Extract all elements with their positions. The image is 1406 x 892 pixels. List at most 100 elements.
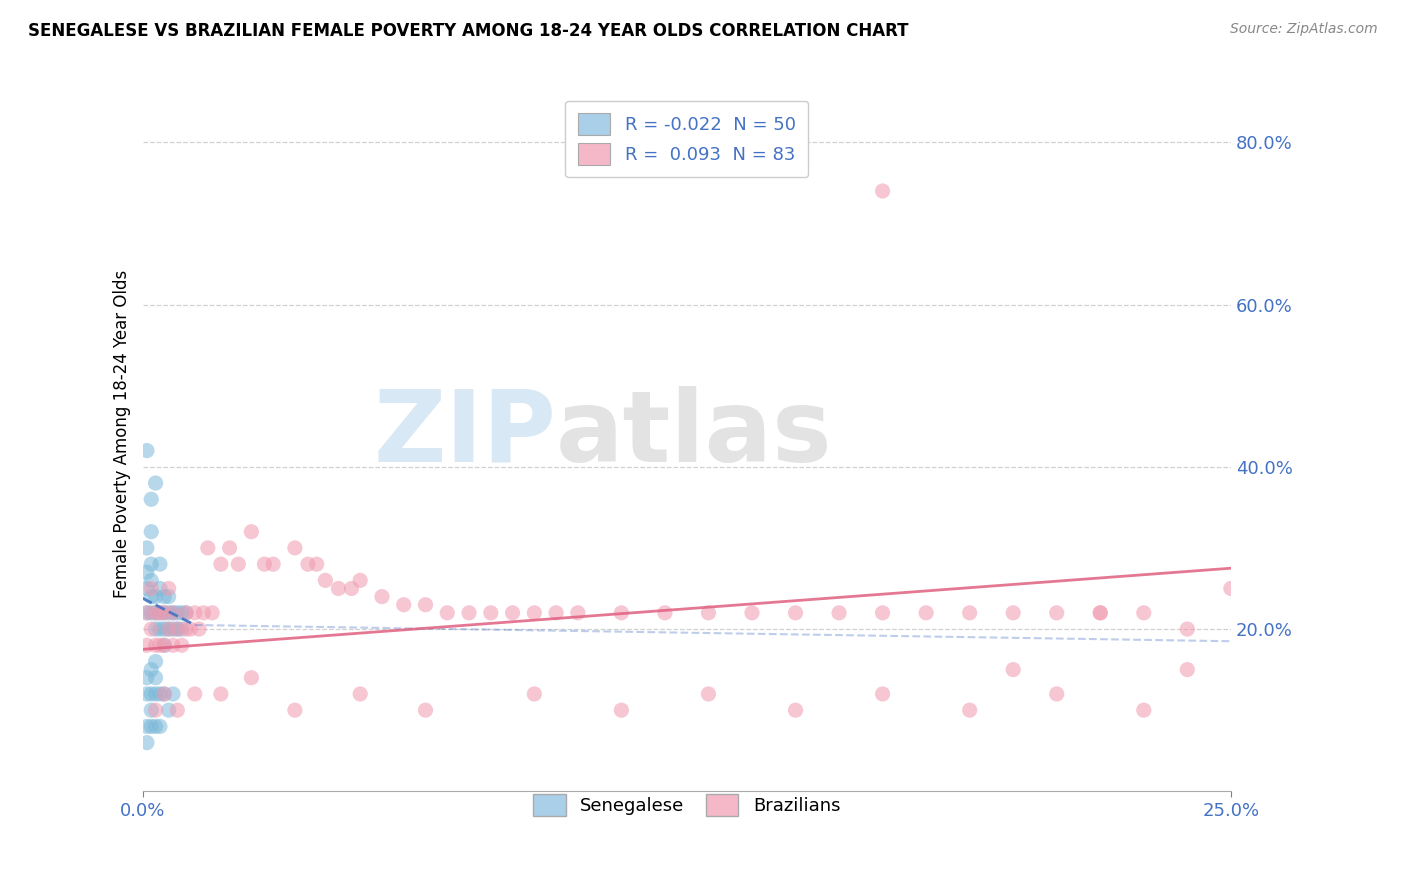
- Point: [149, 557, 172, 571]
- Point: [153, 638, 176, 652]
- Point: [546, 606, 568, 620]
- Point: [284, 703, 307, 717]
- Point: [149, 582, 172, 596]
- Point: [153, 606, 176, 620]
- Point: [415, 703, 437, 717]
- Point: [135, 638, 157, 652]
- Point: [149, 606, 172, 620]
- Point: [197, 541, 219, 555]
- Point: [157, 606, 180, 620]
- Point: [872, 687, 894, 701]
- Point: [157, 703, 180, 717]
- Point: [328, 582, 350, 596]
- Point: [297, 557, 319, 571]
- Point: [872, 184, 894, 198]
- Point: [697, 687, 720, 701]
- Point: [135, 606, 157, 620]
- Point: [149, 687, 172, 701]
- Point: [162, 622, 184, 636]
- Point: [141, 606, 163, 620]
- Point: [209, 557, 232, 571]
- Point: [188, 622, 211, 636]
- Point: [371, 590, 394, 604]
- Point: [1132, 703, 1154, 717]
- Point: [145, 606, 167, 620]
- Point: [135, 671, 157, 685]
- Point: [153, 687, 176, 701]
- Point: [166, 622, 188, 636]
- Point: [610, 703, 633, 717]
- Point: [145, 606, 167, 620]
- Point: [1132, 606, 1154, 620]
- Point: [149, 719, 172, 733]
- Point: [135, 443, 157, 458]
- Point: [349, 687, 371, 701]
- Point: [240, 524, 263, 539]
- Point: [157, 590, 180, 604]
- Point: [392, 598, 415, 612]
- Point: [141, 663, 163, 677]
- Point: [145, 590, 167, 604]
- Point: [166, 606, 188, 620]
- Point: [218, 541, 240, 555]
- Point: [141, 574, 163, 588]
- Point: [915, 606, 938, 620]
- Point: [201, 606, 224, 620]
- Point: [523, 687, 546, 701]
- Point: [1002, 606, 1025, 620]
- Point: [162, 687, 184, 701]
- Point: [162, 606, 184, 620]
- Point: [157, 582, 180, 596]
- Point: [145, 638, 167, 652]
- Point: [1175, 622, 1198, 636]
- Text: ZIP: ZIP: [373, 386, 557, 483]
- Point: [502, 606, 524, 620]
- Point: [162, 606, 184, 620]
- Point: [141, 687, 163, 701]
- Point: [141, 524, 163, 539]
- Point: [174, 606, 197, 620]
- Text: SENEGALESE VS BRAZILIAN FEMALE POVERTY AMONG 18-24 YEAR OLDS CORRELATION CHART: SENEGALESE VS BRAZILIAN FEMALE POVERTY A…: [28, 22, 908, 40]
- Point: [184, 606, 207, 620]
- Point: [1002, 663, 1025, 677]
- Point: [785, 606, 807, 620]
- Text: atlas: atlas: [557, 386, 832, 483]
- Point: [170, 638, 193, 652]
- Point: [145, 703, 167, 717]
- Point: [959, 703, 981, 717]
- Point: [145, 719, 167, 733]
- Legend: Senegalese, Brazilians: Senegalese, Brazilians: [524, 785, 849, 825]
- Point: [349, 574, 371, 588]
- Point: [166, 622, 188, 636]
- Point: [135, 736, 157, 750]
- Point: [135, 719, 157, 733]
- Point: [253, 557, 276, 571]
- Point: [828, 606, 851, 620]
- Point: [959, 606, 981, 620]
- Point: [135, 606, 157, 620]
- Point: [157, 622, 180, 636]
- Point: [135, 566, 157, 580]
- Point: [479, 606, 502, 620]
- Point: [145, 655, 167, 669]
- Point: [458, 606, 481, 620]
- Point: [170, 622, 193, 636]
- Point: [141, 590, 163, 604]
- Point: [209, 687, 232, 701]
- Point: [1090, 606, 1112, 620]
- Point: [340, 582, 363, 596]
- Point: [149, 606, 172, 620]
- Text: Source: ZipAtlas.com: Source: ZipAtlas.com: [1230, 22, 1378, 37]
- Point: [145, 671, 167, 685]
- Point: [1175, 663, 1198, 677]
- Point: [1090, 606, 1112, 620]
- Point: [193, 606, 215, 620]
- Point: [610, 606, 633, 620]
- Point: [141, 557, 163, 571]
- Point: [1046, 606, 1069, 620]
- Point: [141, 492, 163, 507]
- Y-axis label: Female Poverty Among 18-24 Year Olds: Female Poverty Among 18-24 Year Olds: [114, 270, 131, 599]
- Point: [149, 622, 172, 636]
- Point: [697, 606, 720, 620]
- Point: [145, 476, 167, 491]
